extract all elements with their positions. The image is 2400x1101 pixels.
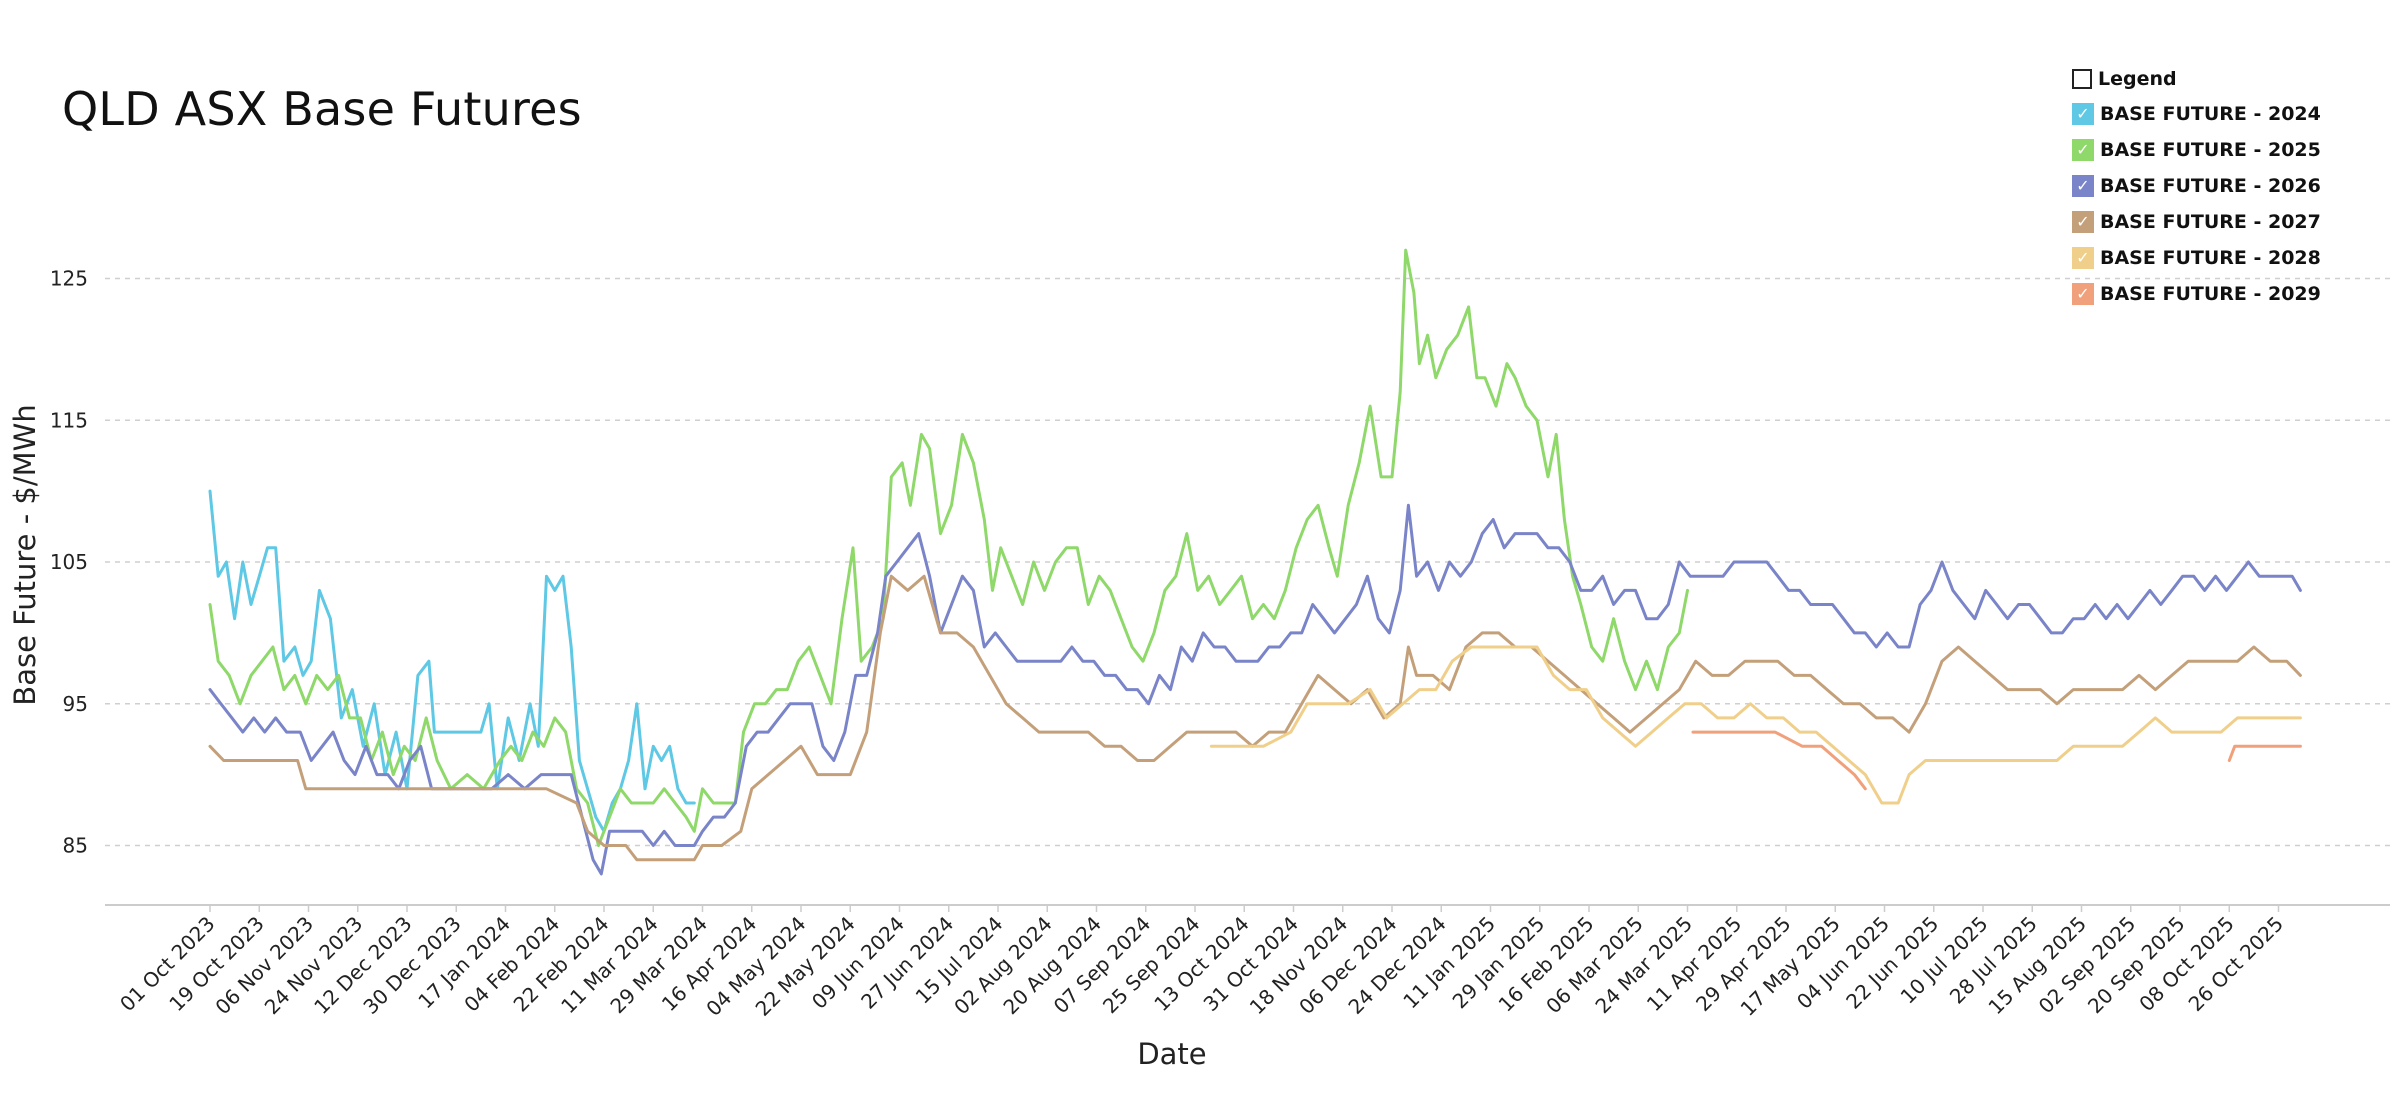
legend-item-label: BASE FUTURE - 2024 bbox=[2100, 103, 2321, 125]
legend-item[interactable]: ✓ BASE FUTURE - 2025 bbox=[2072, 132, 2321, 168]
legend-item[interactable]: ✓ BASE FUTURE - 2026 bbox=[2072, 168, 2321, 204]
series-line[interactable] bbox=[208, 574, 2302, 862]
legend-item[interactable]: ✓ BASE FUTURE - 2028 bbox=[2072, 240, 2321, 276]
x-axis-title: Date bbox=[1137, 1037, 1206, 1071]
legend: Legend ✓ BASE FUTURE - 2024 ✓ BASE FUTURE -… bbox=[2072, 62, 2321, 312]
legend-item[interactable]: ✓ BASE FUTURE - 2027 bbox=[2072, 204, 2321, 240]
legend-items: ✓ BASE FUTURE - 2024 ✓ BASE FUTURE - 2025 ✓ B… bbox=[2072, 96, 2321, 312]
series-lines bbox=[208, 248, 2302, 876]
series-line[interactable] bbox=[1691, 730, 2302, 791]
series-line[interactable] bbox=[208, 503, 2302, 876]
series-line[interactable] bbox=[208, 248, 1689, 847]
check-icon[interactable]: ✓ bbox=[2072, 247, 2094, 269]
y-tick-label: 105 bbox=[50, 550, 88, 574]
series-line[interactable] bbox=[1209, 645, 2302, 805]
check-icon[interactable]: ✓ bbox=[2072, 283, 2094, 305]
legend-checkbox[interactable] bbox=[2072, 69, 2092, 89]
check-icon[interactable]: ✓ bbox=[2072, 211, 2094, 233]
legend-item[interactable]: ✓ BASE FUTURE - 2029 bbox=[2072, 276, 2321, 312]
legend-title: Legend bbox=[2098, 68, 2177, 90]
legend-item-label: BASE FUTURE - 2029 bbox=[2100, 283, 2321, 305]
legend-item-label: BASE FUTURE - 2026 bbox=[2100, 175, 2321, 197]
legend-header[interactable]: Legend bbox=[2072, 62, 2321, 96]
y-axis-title: Base Future - $/MWh bbox=[8, 404, 42, 705]
y-tick-label: 85 bbox=[63, 834, 88, 858]
y-tick-label: 125 bbox=[50, 267, 88, 291]
chart-title: QLD ASX Base Futures bbox=[62, 82, 582, 136]
check-icon[interactable]: ✓ bbox=[2072, 175, 2094, 197]
y-tick-labels: 85 95 105 115 125 bbox=[50, 267, 88, 858]
legend-item-label: BASE FUTURE - 2025 bbox=[2100, 139, 2321, 161]
series-line[interactable] bbox=[208, 489, 696, 833]
y-tick-label: 95 bbox=[63, 692, 88, 716]
legend-item-label: BASE FUTURE - 2027 bbox=[2100, 211, 2321, 233]
y-tick-label: 115 bbox=[50, 408, 88, 432]
legend-item[interactable]: ✓ BASE FUTURE - 2024 bbox=[2072, 96, 2321, 132]
gridlines bbox=[105, 277, 2390, 847]
check-icon[interactable]: ✓ bbox=[2072, 139, 2094, 161]
check-icon[interactable]: ✓ bbox=[2072, 103, 2094, 125]
legend-item-label: BASE FUTURE - 2028 bbox=[2100, 247, 2321, 269]
